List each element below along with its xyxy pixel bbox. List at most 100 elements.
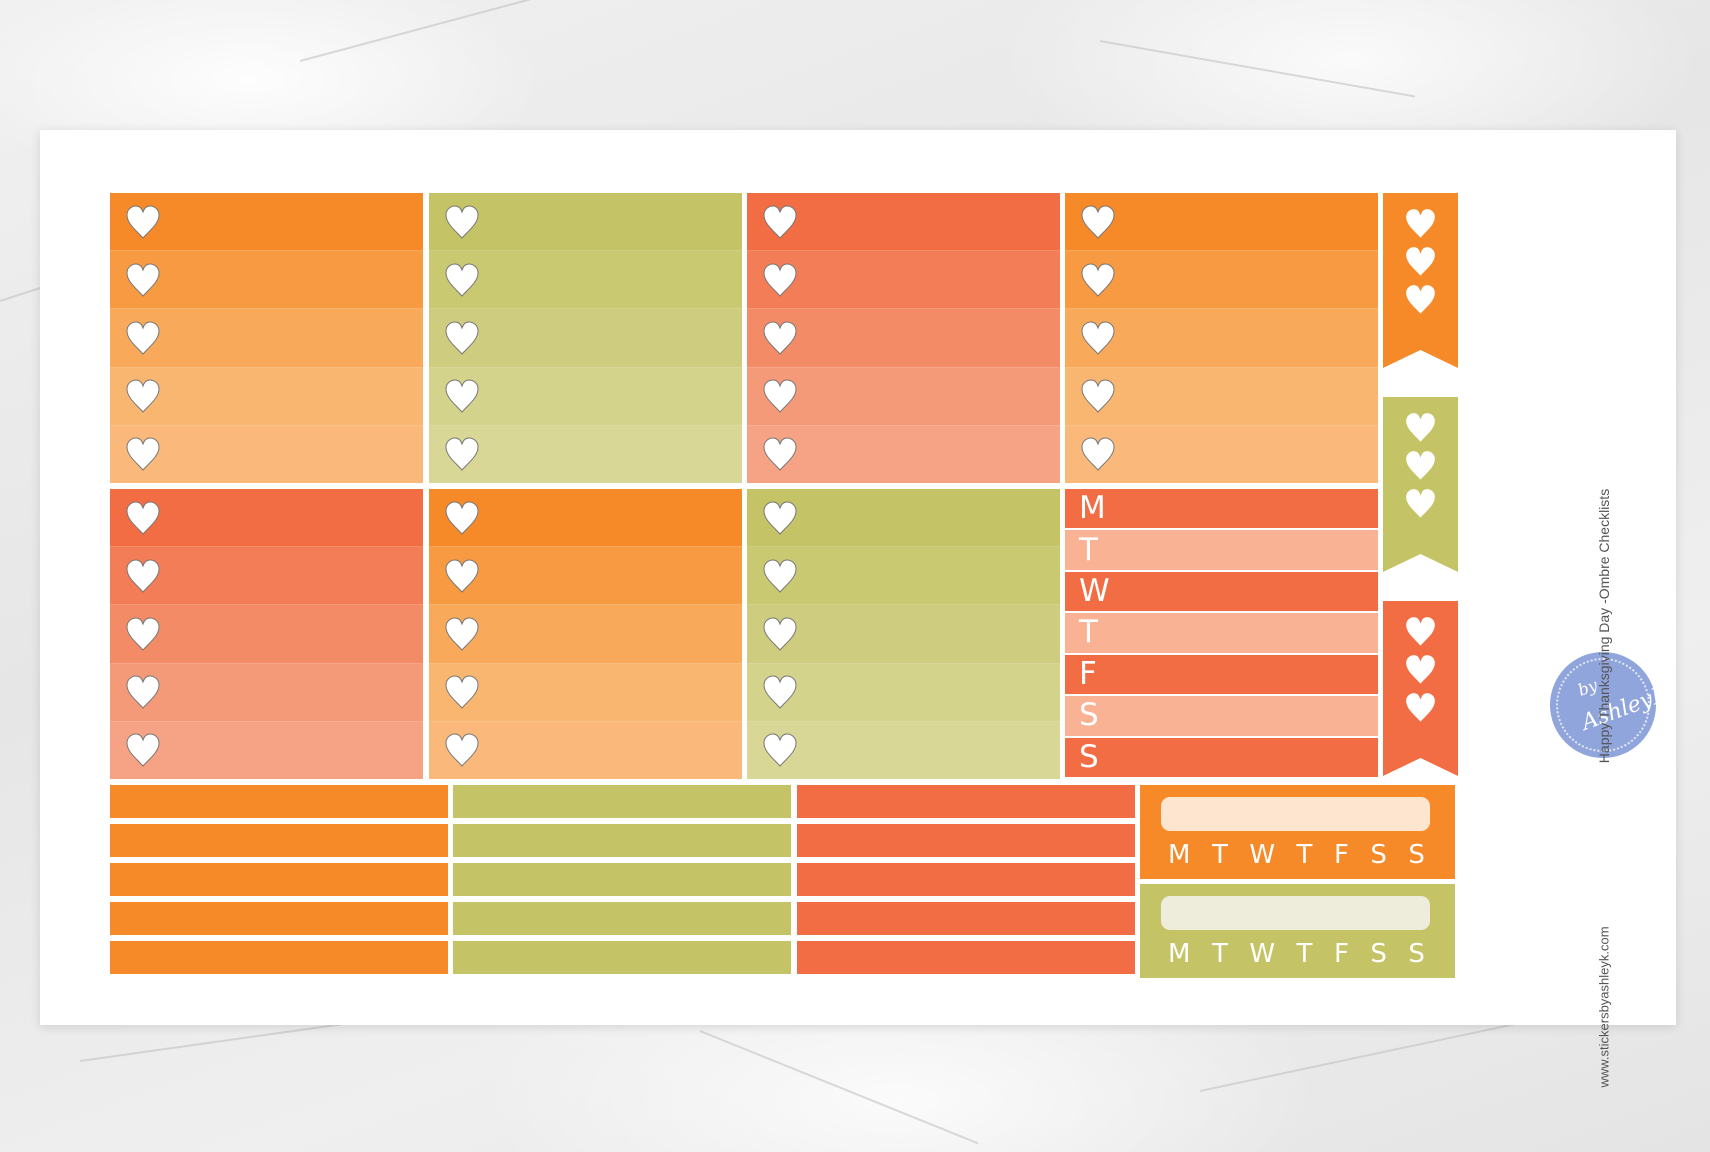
checklist-row [429, 424, 742, 483]
checklist-row [747, 662, 1060, 721]
weekday-letter: M [1079, 490, 1106, 527]
checklist-row [429, 662, 742, 721]
strip-column [110, 785, 448, 975]
checklist-row [429, 720, 742, 779]
heart-checkbox-icon [1402, 651, 1439, 688]
heart-checkbox-icon [442, 376, 482, 416]
weekday-letter: W [1079, 573, 1110, 610]
header-strip [797, 902, 1135, 935]
checklist-box [747, 489, 1060, 779]
heart-checkbox-icon [123, 672, 163, 712]
tracker-day-letter: T [1296, 840, 1313, 870]
checklist-row [110, 250, 423, 309]
checklist-row [429, 193, 742, 251]
heart-checkbox-icon [1402, 243, 1439, 280]
checklist-row [429, 604, 742, 663]
tracker-day-letter: S [1370, 939, 1387, 969]
checklist-row [110, 366, 423, 425]
checklist-row [747, 366, 1060, 425]
heart-checkbox-icon [760, 260, 800, 300]
checklist-row [747, 720, 1060, 779]
tracker-day-letter: M [1168, 939, 1191, 969]
product-title: Happy Thanksgiving Day -Ombre Checklists [1596, 488, 1612, 764]
weekday-letter: S [1079, 697, 1099, 734]
heart-checkbox-icon [442, 260, 482, 300]
heart-checkbox-icon [1402, 689, 1439, 726]
checklist-row [110, 604, 423, 663]
heart-flag [1383, 601, 1458, 776]
heart-checkbox-icon [1402, 447, 1439, 484]
website-url: www.stickersbyashleyk.com [1596, 926, 1612, 1088]
checklist-box [429, 193, 742, 483]
heart-checkbox-icon [1078, 260, 1118, 300]
heart-checkbox-icon [123, 556, 163, 596]
checklist-box [1065, 193, 1378, 483]
header-strip [453, 785, 791, 818]
heart-checkbox-icon [760, 730, 800, 770]
heart-checkbox-icon [760, 434, 800, 474]
heart-checkbox-icon [760, 376, 800, 416]
checklist-row [1065, 424, 1378, 483]
header-strip [453, 902, 791, 935]
heart-flag [1383, 193, 1458, 368]
checklist-box [110, 193, 423, 483]
tracker-day-letter: S [1408, 840, 1425, 870]
heart-checkbox-icon [442, 556, 482, 596]
header-strip [797, 941, 1135, 974]
tracker-day-letter: W [1249, 939, 1276, 969]
checklist-row [429, 308, 742, 367]
checklist-row [747, 250, 1060, 309]
header-strip [110, 863, 448, 896]
tracker-day-letter: S [1370, 840, 1387, 870]
tracker-day-letter: T [1211, 840, 1228, 870]
weekday-letter: F [1079, 655, 1097, 692]
heart-checkbox-icon [1078, 434, 1118, 474]
weekday-row: W [1065, 571, 1378, 612]
weekday-letter: S [1079, 738, 1099, 775]
header-strip [797, 824, 1135, 857]
marble-vein [699, 1030, 979, 1145]
header-strip [453, 863, 791, 896]
checklist-row [747, 489, 1060, 547]
checklist-row [747, 546, 1060, 605]
checklist-box [747, 193, 1060, 483]
checklist-row [1065, 308, 1378, 367]
heart-checkbox-icon [123, 376, 163, 416]
header-strip [110, 785, 448, 818]
tracker-day-letter: S [1408, 939, 1425, 969]
heart-checkbox-icon [123, 730, 163, 770]
tracker-day-letter: W [1249, 840, 1276, 870]
weekday-letter: T [1079, 531, 1098, 568]
tracker-day-letter: F [1333, 840, 1349, 870]
checklist-row [429, 250, 742, 309]
brand-logo: by AshleyK [1550, 652, 1672, 758]
checklist-row [110, 546, 423, 605]
checklist-row [110, 193, 423, 251]
tracker-label-bar [1161, 797, 1430, 831]
weekday-row: S [1065, 696, 1378, 736]
checklist-row [747, 193, 1060, 251]
heart-checkbox-icon [1078, 376, 1118, 416]
heart-checkbox-icon [442, 614, 482, 654]
heart-checkbox-icon [442, 498, 482, 538]
heart-checkbox-icon [760, 498, 800, 538]
heart-checkbox-icon [1402, 613, 1439, 650]
checklist-row [110, 720, 423, 779]
weekday-row: T [1065, 613, 1378, 653]
header-strip [797, 863, 1135, 896]
heart-checkbox-icon [442, 672, 482, 712]
header-strip [453, 824, 791, 857]
heart-checkbox-icon [123, 318, 163, 358]
heart-checkbox-icon [1402, 281, 1439, 318]
heart-checkbox-icon [760, 202, 800, 242]
weekday-letter: T [1079, 614, 1098, 651]
heart-checkbox-icon [1402, 485, 1439, 522]
checklist-row [747, 308, 1060, 367]
checklist-row [1065, 366, 1378, 425]
strip-column [797, 785, 1135, 975]
